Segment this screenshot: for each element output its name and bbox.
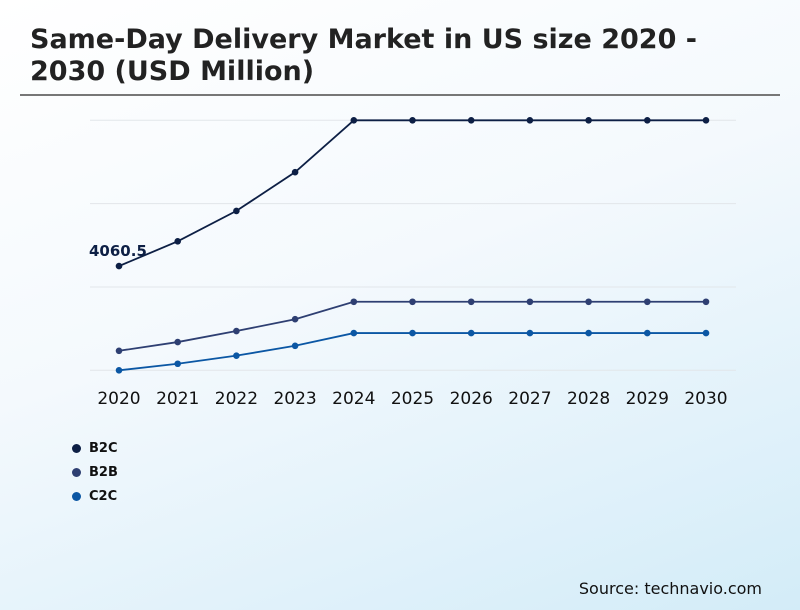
series-line-b2b [118,300,706,352]
legend-item-b2c[interactable]: B2C [72,436,118,460]
data-point-b2b [115,347,123,355]
legend-item-b2b[interactable]: B2B [72,460,118,484]
data-point-b2b [291,315,299,323]
data-point-b2c [526,117,534,124]
data-point-b2b [702,298,710,306]
data-point-c2c [526,329,534,337]
x-tick-label: 2030 [684,389,727,409]
legend-marker-icon [72,443,81,453]
x-tick-label: 2027 [508,389,551,409]
data-point-b2c [644,117,651,124]
data-label: 4060.5 [89,242,147,260]
series-line-c2c [118,332,706,372]
data-point-b2b [350,298,358,306]
x-tick-label: 2022 [215,389,258,409]
data-point-b2b [174,338,181,346]
data-point-b2c [467,117,475,124]
legend-marker-icon [72,491,81,501]
data-point-b2c [115,262,123,270]
x-tick-label: 2025 [391,389,434,409]
title-divider [20,94,780,96]
data-point-c2c [233,352,240,359]
data-point-c2c [115,367,123,374]
data-point-b2b [526,298,534,306]
x-tick-label: 2028 [567,389,610,409]
x-tick-label: 2024 [332,389,375,409]
data-point-c2c [467,329,475,337]
data-point-c2c [644,329,651,337]
data-point-b2c [585,117,592,124]
data-point-c2c [174,360,181,368]
x-tick-label: 2029 [626,389,669,409]
x-tick-label: 2020 [97,389,140,409]
x-tick-label: 2023 [273,389,316,409]
data-point-c2c [585,329,592,337]
data-point-c2c [409,329,416,337]
x-tick-label: 2026 [450,389,493,409]
data-point-c2c [702,329,710,337]
legend-label: B2C [89,440,118,456]
data-point-c2c [350,329,358,337]
source-credit: Source: technavio.com [578,579,762,598]
data-point-b2b [467,298,475,306]
data-point-b2c [409,117,416,124]
data-point-b2c [174,238,181,245]
x-tick-label: 2021 [156,389,199,409]
data-point-b2b [233,327,240,335]
legend-label: B2B [89,464,118,480]
data-point-b2b [585,298,592,306]
data-point-b2c [702,117,710,124]
data-point-b2c [291,168,299,176]
legend-item-c2c[interactable]: C2C [72,484,118,508]
chart-title: Same-Day Delivery Market in US size 2020… [30,24,697,87]
series-line-b2c [118,119,706,267]
data-point-b2c [233,207,240,215]
data-point-b2b [409,298,416,306]
legend-label: C2C [89,488,118,504]
data-point-c2c [291,342,299,350]
data-point-b2c [350,117,358,124]
legend: B2C B2B C2C [72,436,118,508]
legend-marker-icon [72,467,81,477]
data-point-b2b [644,298,651,306]
